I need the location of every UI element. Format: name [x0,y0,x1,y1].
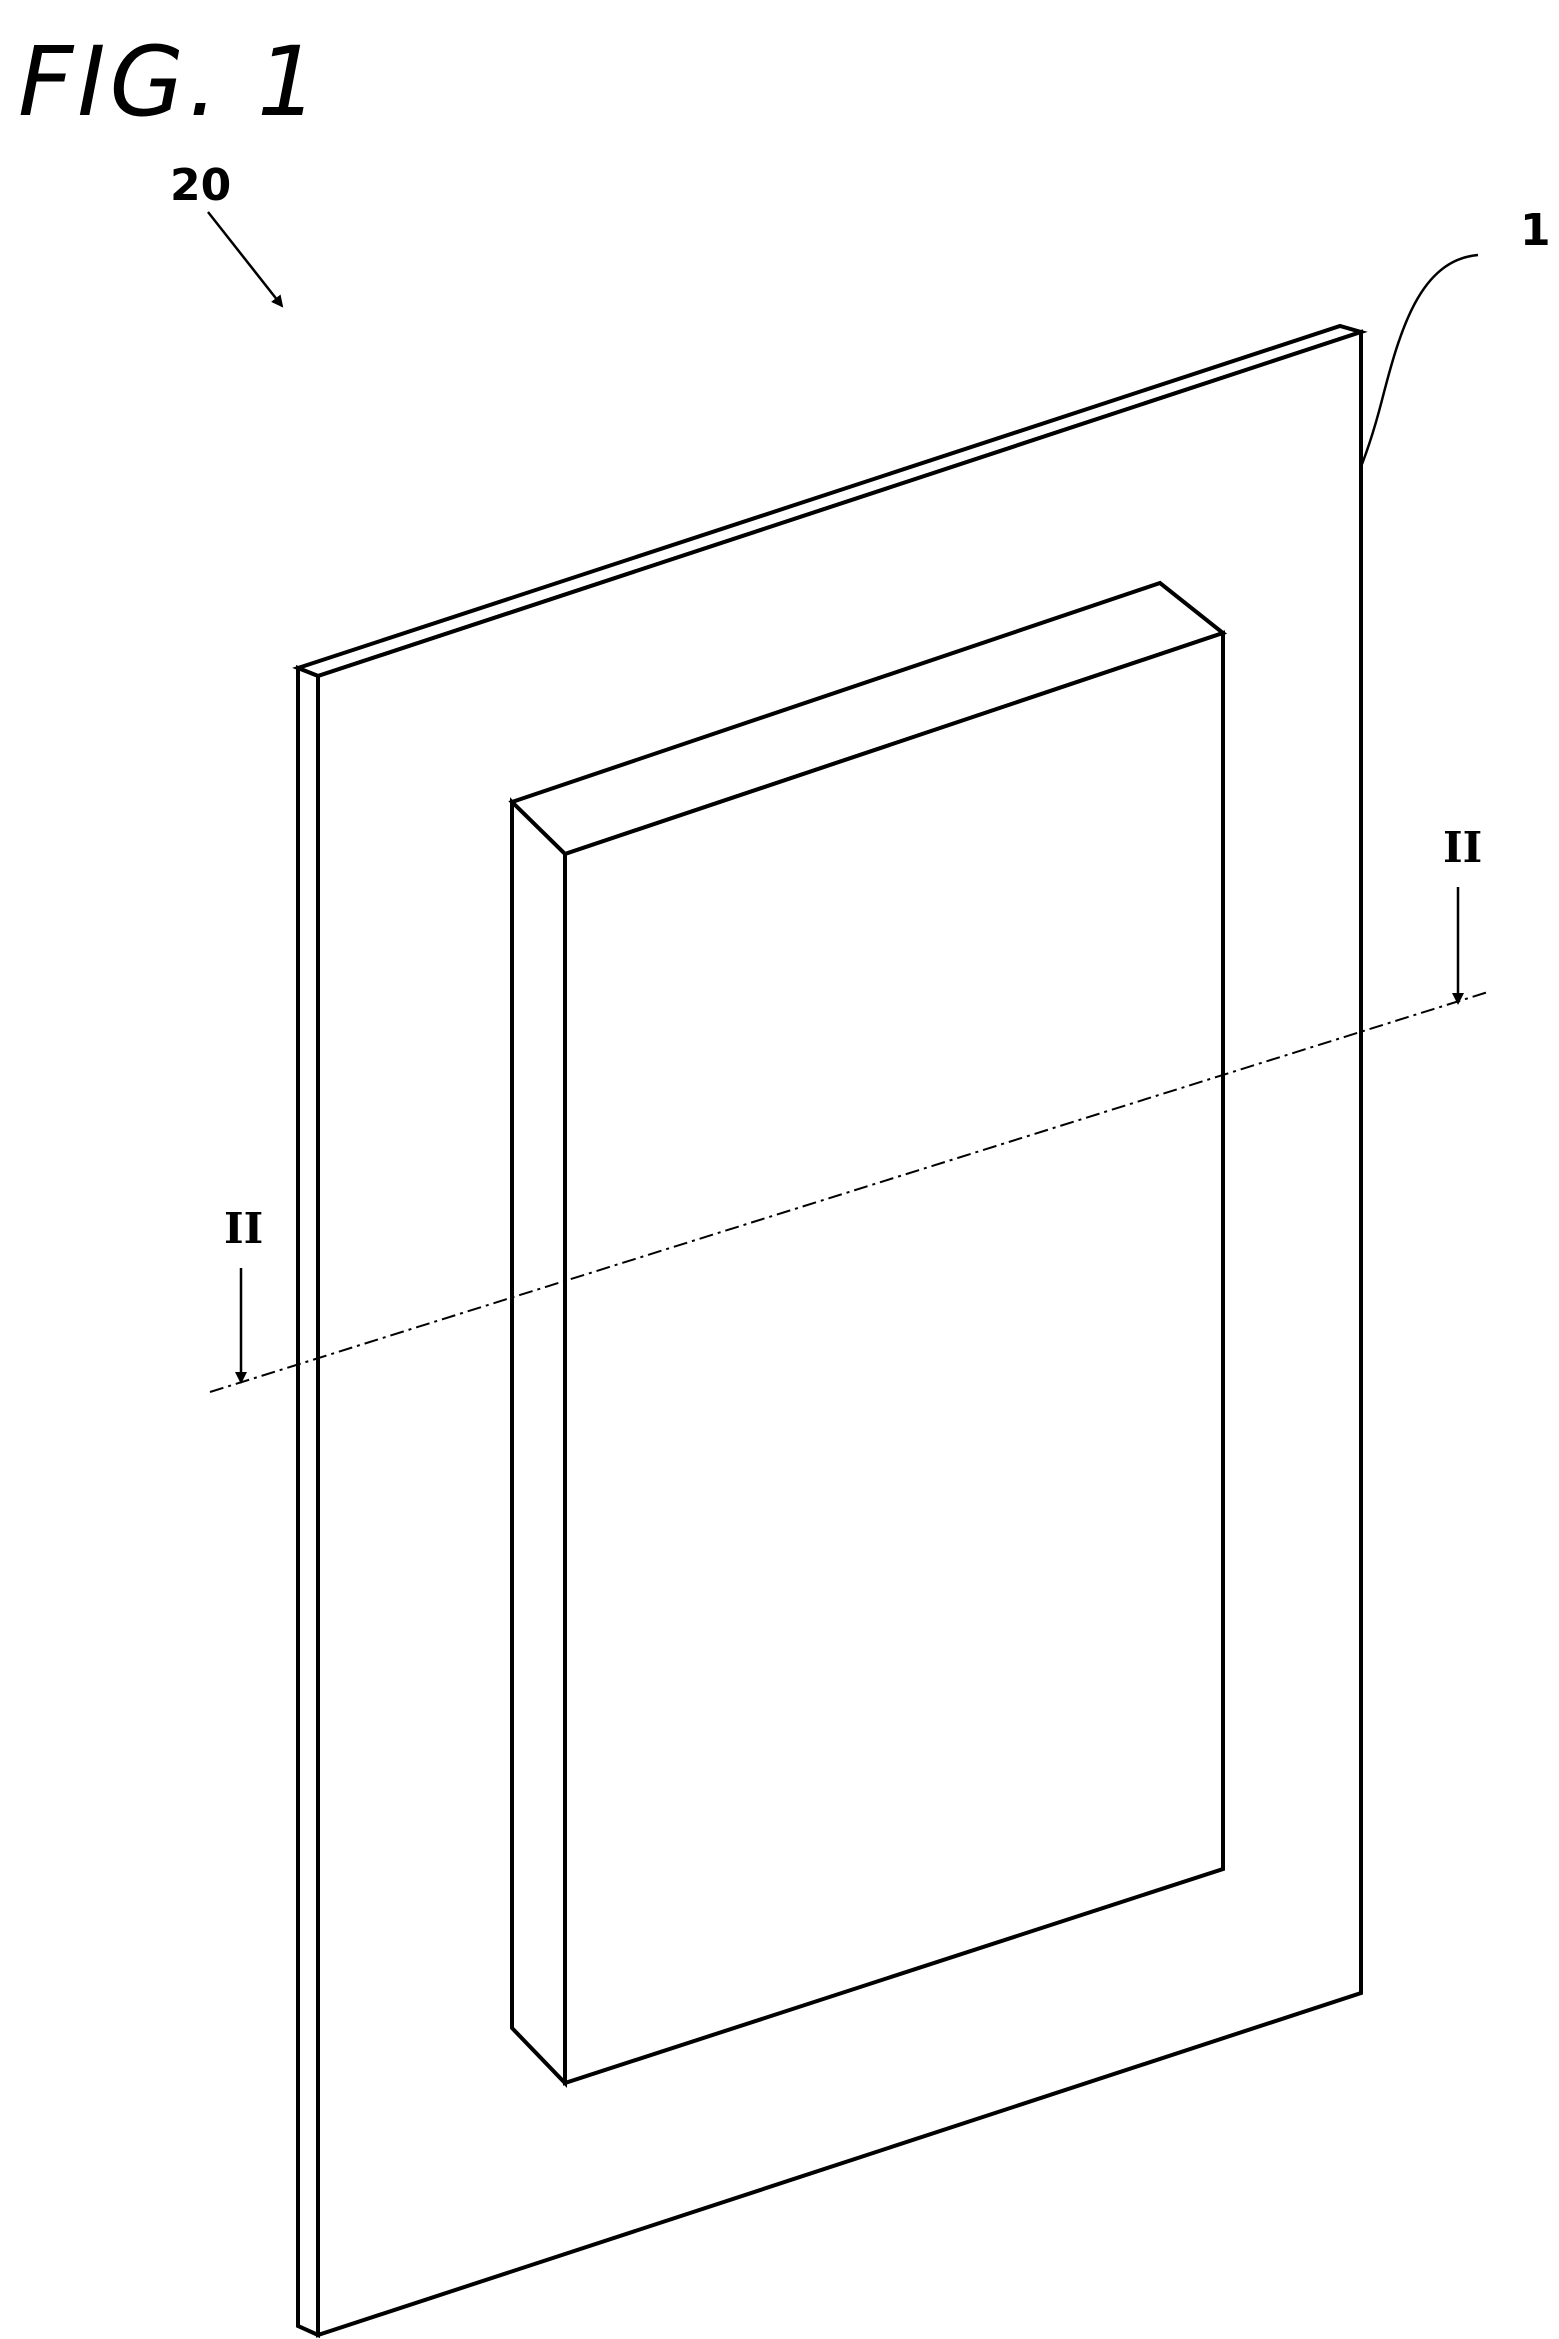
figure-title: FIG. 1 [18,26,322,138]
raised-block [512,583,1223,2083]
ref-label-plate: 1 [1520,205,1551,256]
ref-label-assembly: 20 [170,160,231,211]
plate-left-edge [298,668,318,2335]
block-side-face [512,802,565,2083]
leader-arrow-assembly [208,212,282,306]
section-mark-right: II [1443,823,1482,872]
section-mark-left: II [224,1204,263,1253]
block-front-face [565,633,1223,2083]
